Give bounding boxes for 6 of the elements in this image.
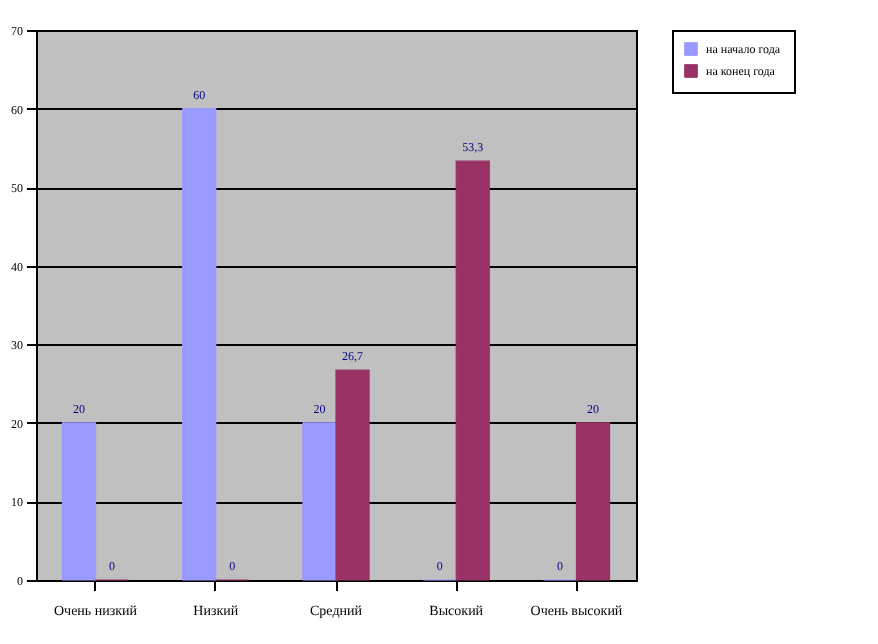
bar <box>182 107 217 581</box>
bar <box>335 369 370 581</box>
bar <box>302 422 337 581</box>
bar <box>61 422 97 581</box>
bar <box>455 160 490 581</box>
bar <box>575 422 611 581</box>
